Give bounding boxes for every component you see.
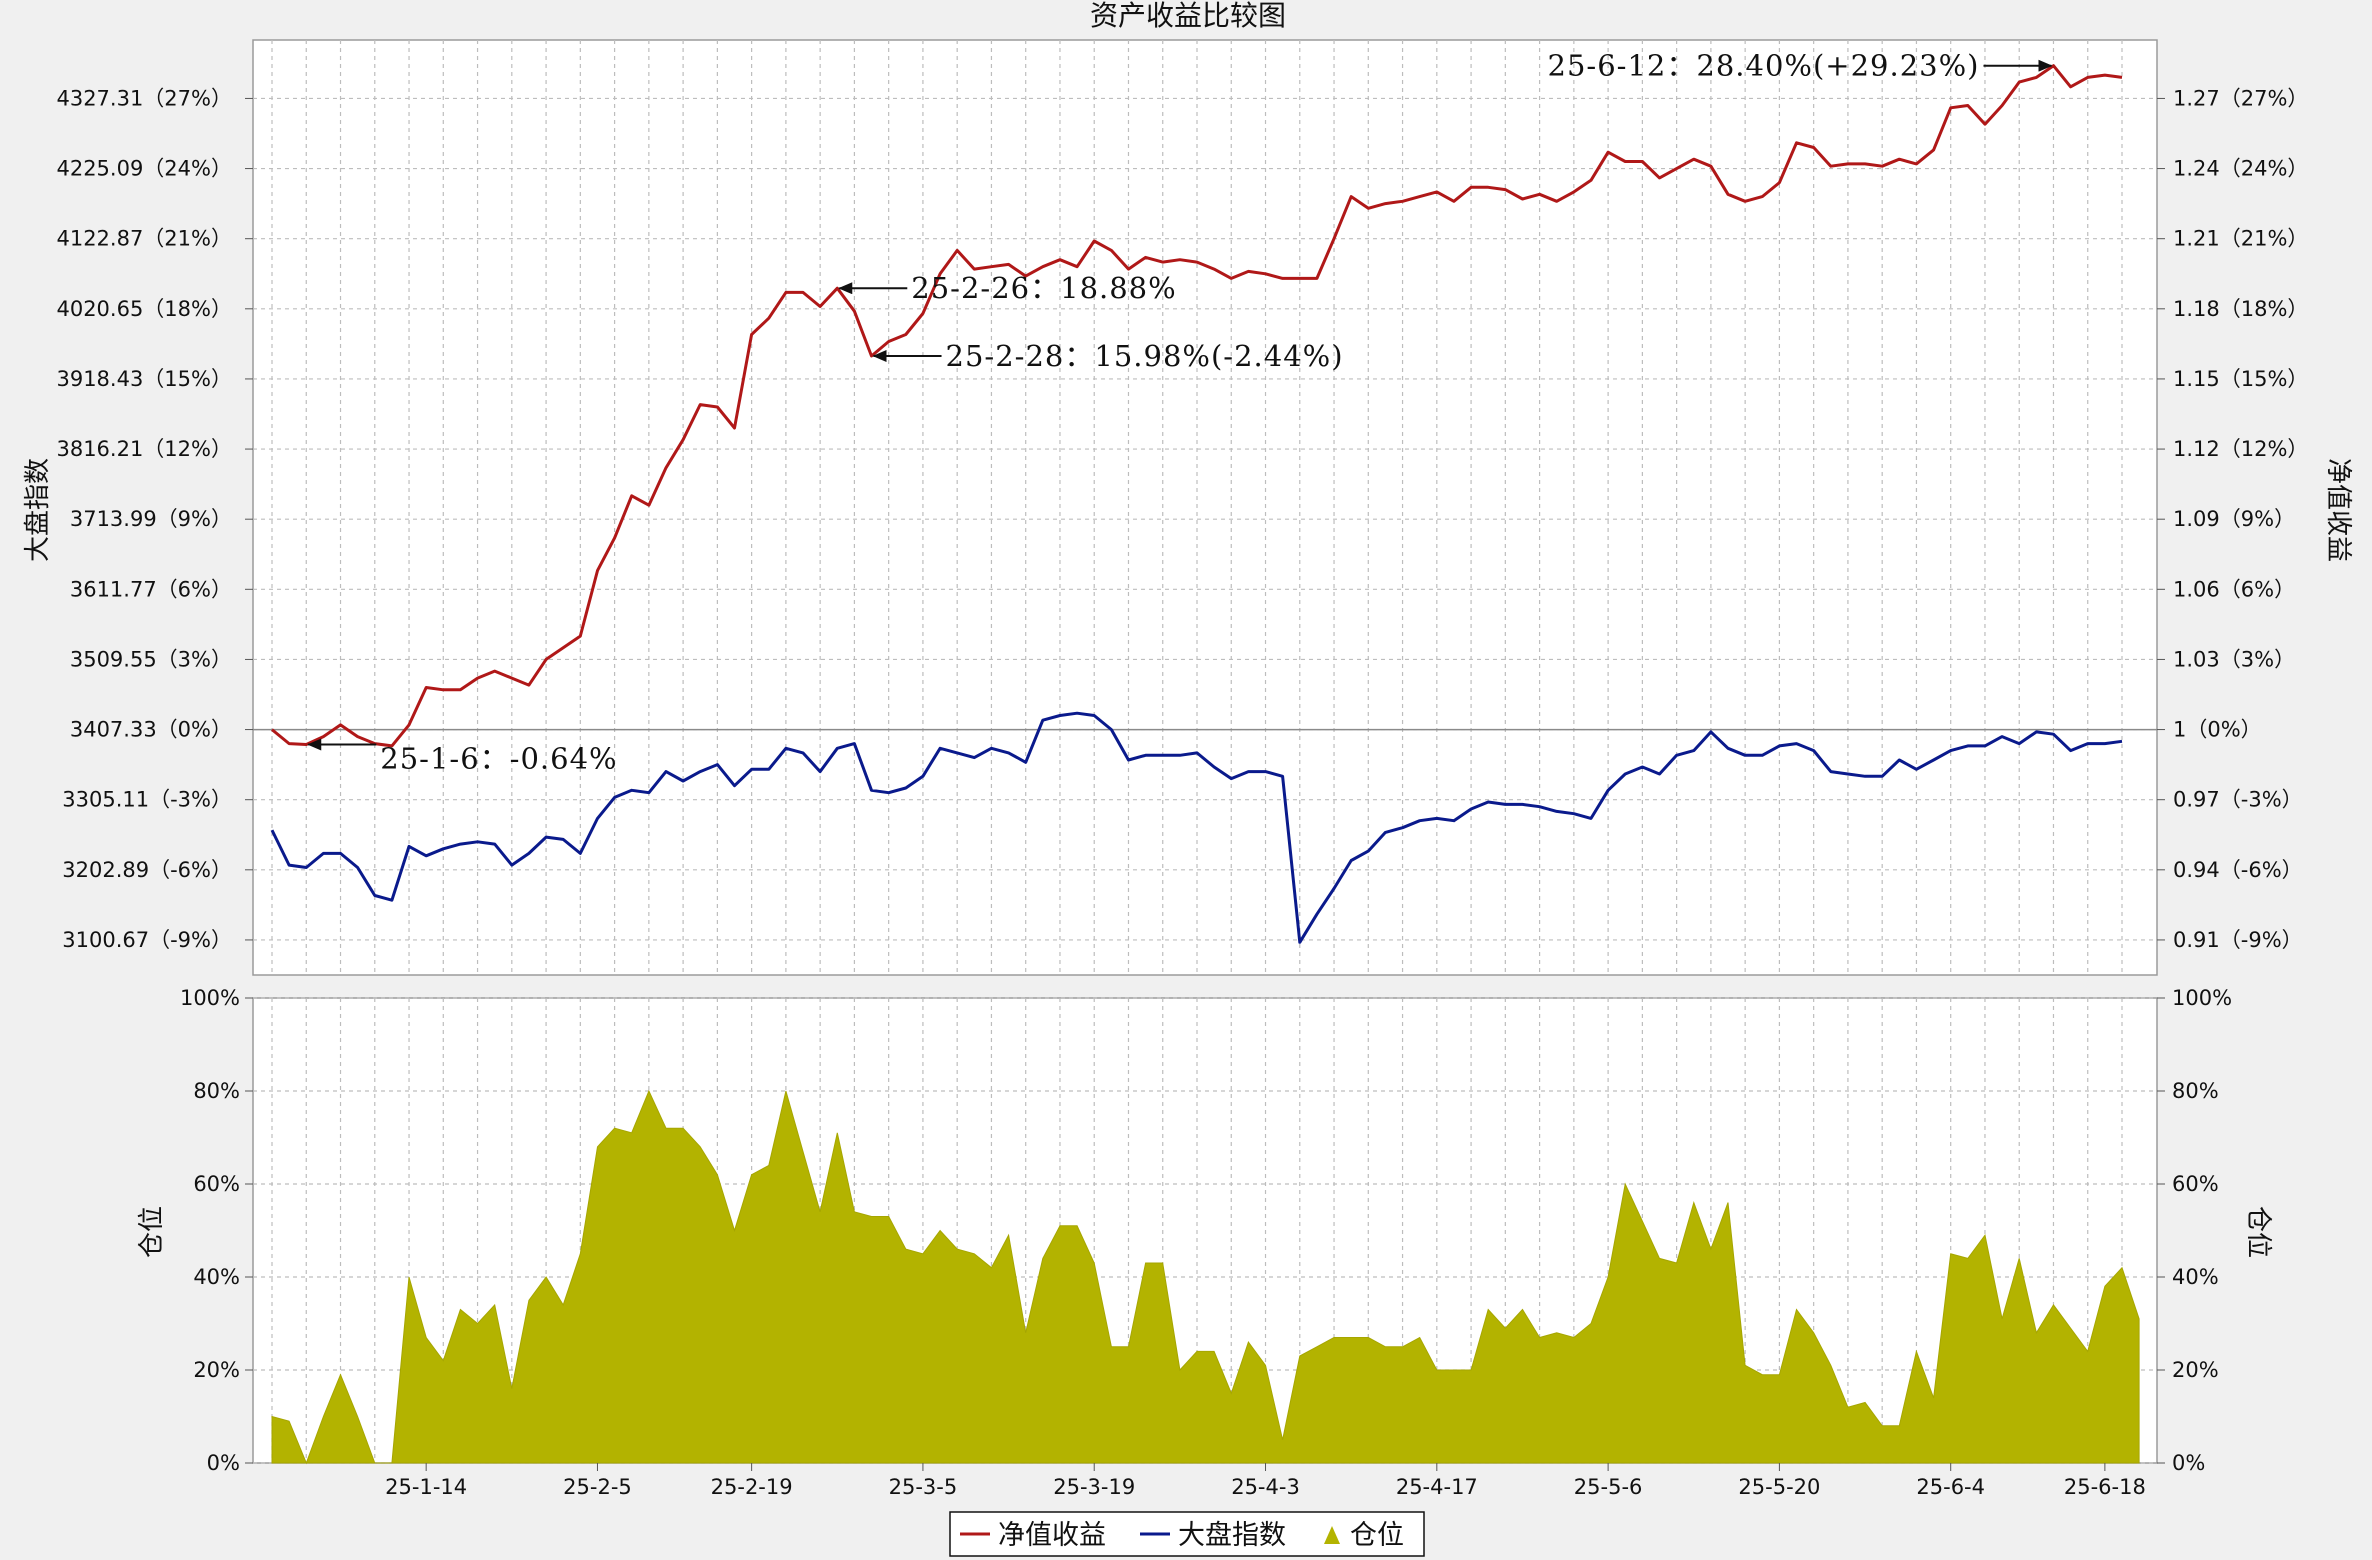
y-tick-right: 40% bbox=[2172, 1265, 2219, 1289]
x-tick-label: 25-3-19 bbox=[1053, 1475, 1135, 1499]
y-tick-right: 1.06（6%） bbox=[2173, 577, 2295, 601]
y-tick-left: 3611.77（6%） bbox=[70, 577, 232, 601]
legend-label-net-value: 净值收益 bbox=[998, 1520, 1106, 1551]
y-tick-right: 1（0%） bbox=[2173, 718, 2262, 742]
position-area bbox=[271, 1089, 2140, 1465]
y-tick-left: 3305.11（-3%） bbox=[62, 788, 232, 812]
y-tick-right: 60% bbox=[2172, 1172, 2219, 1196]
y-tick-left: 80% bbox=[193, 1079, 240, 1103]
chart-title: 资产收益比较图 bbox=[1090, 0, 1286, 32]
legend-label-position: 仓位 bbox=[1350, 1520, 1404, 1551]
y-tick-left: 3407.33（0%） bbox=[70, 718, 232, 742]
annotation-label: 25-6-12：28.40%(+29.23%) bbox=[1548, 49, 1980, 83]
y-tick-right: 1.15（15%） bbox=[2173, 367, 2308, 391]
y-tick-left: 3713.99（9%） bbox=[70, 507, 232, 531]
y-tick-right: 0.97（-3%） bbox=[2173, 788, 2303, 812]
x-tick-label: 25-4-3 bbox=[1231, 1475, 1300, 1499]
x-tick-label: 25-6-18 bbox=[2064, 1475, 2146, 1499]
y-tick-right: 1.12（12%） bbox=[2173, 437, 2308, 461]
series-line-market-index bbox=[270, 711, 2123, 944]
series-line-net-value bbox=[271, 64, 2123, 748]
y-tick-left: 0% bbox=[207, 1451, 240, 1475]
y-tick-right: 1.18（18%） bbox=[2173, 297, 2308, 321]
y-tick-right: 1.27（27%） bbox=[2173, 86, 2308, 110]
y-tick-right: 0% bbox=[2172, 1451, 2205, 1475]
y-tick-left: 40% bbox=[193, 1265, 240, 1289]
x-tick-label: 25-2-5 bbox=[563, 1475, 632, 1499]
y-tick-right: 100% bbox=[2172, 986, 2232, 1010]
top-plot-area bbox=[252, 39, 2158, 976]
y-tick-right: 0.91（-9%） bbox=[2173, 928, 2303, 952]
bottom-right-axis-label: 仓位 bbox=[2243, 1206, 2273, 1258]
y-tick-left: 3202.89（-6%） bbox=[62, 858, 232, 882]
x-tick-label: 25-5-6 bbox=[1574, 1475, 1643, 1499]
y-tick-left: 3918.43（15%） bbox=[56, 367, 232, 391]
y-tick-left: 3100.67（-9%） bbox=[62, 928, 232, 952]
y-tick-left: 100% bbox=[180, 986, 240, 1010]
y-tick-left: 4122.87（21%） bbox=[56, 227, 232, 251]
x-tick-label: 25-1-14 bbox=[385, 1475, 467, 1499]
y-tick-right: 20% bbox=[2172, 1358, 2219, 1382]
annotation-label: 25-2-26：18.88% bbox=[911, 271, 1176, 305]
legend-swatch-position bbox=[1324, 1526, 1340, 1544]
annotation-label: 25-2-28：15.98%(-2.44%) bbox=[946, 339, 1344, 373]
y-tick-left: 20% bbox=[193, 1358, 240, 1382]
y-tick-left: 4020.65（18%） bbox=[56, 297, 232, 321]
y-tick-left: 4327.31（27%） bbox=[56, 86, 232, 110]
right-axis-label: 净值收益 bbox=[2323, 458, 2353, 562]
x-tick-label: 25-3-5 bbox=[889, 1475, 958, 1499]
y-tick-right: 1.03（3%） bbox=[2173, 647, 2295, 671]
y-tick-right: 1.21（21%） bbox=[2173, 227, 2308, 251]
legend-label-market-index: 大盘指数 bbox=[1178, 1520, 1286, 1551]
y-tick-left: 60% bbox=[193, 1172, 240, 1196]
x-tick-label: 25-5-20 bbox=[1738, 1475, 1820, 1499]
x-tick-label: 25-6-4 bbox=[1916, 1475, 1985, 1499]
legend: 净值收益 大盘指数 仓位 bbox=[949, 1511, 1425, 1557]
y-tick-right: 1.09（9%） bbox=[2173, 507, 2295, 531]
annotation-label: 25-1-6：-0.64% bbox=[380, 742, 617, 776]
y-tick-right: 1.24（24%） bbox=[2173, 157, 2308, 181]
legend-box bbox=[949, 1511, 1425, 1557]
y-tick-right: 80% bbox=[2172, 1079, 2219, 1103]
x-tick-label: 25-2-19 bbox=[711, 1475, 793, 1499]
y-tick-left: 3509.55（3%） bbox=[70, 647, 232, 671]
bottom-left-axis-label: 仓位 bbox=[137, 1206, 167, 1258]
left-axis-label: 大盘指数 bbox=[23, 458, 53, 562]
y-tick-left: 4225.09（24%） bbox=[56, 157, 232, 181]
x-tick-label: 25-4-17 bbox=[1396, 1475, 1478, 1499]
y-tick-right: 0.94（-6%） bbox=[2173, 858, 2303, 882]
y-tick-left: 3816.21（12%） bbox=[56, 437, 232, 461]
